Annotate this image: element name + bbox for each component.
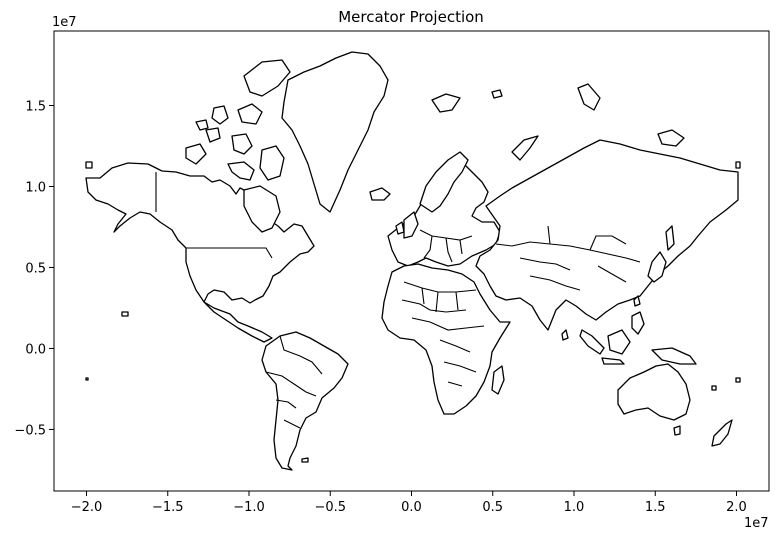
new-guinea — [651, 347, 697, 365]
british-isles — [403, 211, 419, 239]
arctic-island-4 — [205, 127, 221, 143]
arctic-island-9 — [259, 145, 285, 181]
borneo — [607, 329, 631, 355]
philippines — [631, 311, 645, 335]
tasmania — [673, 425, 681, 436]
java — [601, 357, 625, 365]
x-tick-label: 0.0 — [401, 500, 422, 515]
novaya-zemlya — [511, 135, 539, 161]
pacific-island-2 — [711, 385, 717, 391]
us-canada-border — [155, 172, 273, 259]
y-tick-label: 1.0 — [25, 180, 46, 195]
chart-title: Mercator Projection — [338, 8, 484, 26]
south-america-borders — [265, 335, 323, 429]
sakhalin — [665, 225, 675, 251]
x-tick-label: 0.5 — [482, 500, 503, 515]
falkland-islands — [301, 457, 309, 463]
chukotka-east — [85, 161, 93, 169]
iceland — [369, 187, 391, 201]
chukotka-west — [735, 161, 741, 169]
scandinavia — [419, 151, 469, 213]
arctic-island-5 — [237, 103, 263, 125]
south-america — [261, 331, 349, 471]
asia — [475, 139, 739, 331]
africa-borders — [401, 281, 485, 387]
y-tick-label: 1.5 — [25, 100, 46, 115]
pacific-island-3 — [85, 377, 89, 381]
x-tick-label: −2.0 — [71, 500, 103, 515]
ireland — [395, 221, 405, 235]
x-tick-label: −1.0 — [233, 500, 265, 515]
sri-lanka — [561, 329, 569, 341]
x-tick-label: −1.5 — [152, 500, 184, 515]
y-axis: −0.5 0.0 0.5 1.0 1.5 — [14, 100, 54, 438]
y-tick-label: 0.0 — [25, 342, 46, 357]
y-tick-label: 0.5 — [25, 261, 46, 276]
y-tick-label: −0.5 — [14, 423, 46, 438]
x-tick-label: 1.5 — [645, 500, 666, 515]
greenland — [281, 51, 389, 213]
japan — [647, 251, 667, 283]
new-zealand — [711, 419, 733, 447]
arctic-island-1 — [227, 161, 255, 181]
sumatra — [579, 329, 605, 355]
pacific-island-1 — [735, 377, 741, 383]
arctic-island-10 — [195, 119, 209, 131]
arctic-island-2 — [243, 185, 281, 233]
franz-josef-land — [491, 89, 503, 99]
asia-borders — [495, 225, 641, 291]
arctic-island-3 — [185, 143, 207, 165]
x-tick-label: 2.0 — [726, 500, 747, 515]
x-offset-label: 1e7 — [744, 516, 769, 531]
severnaya-zemlya — [577, 83, 601, 111]
arctic-island-6 — [243, 59, 291, 97]
madagascar — [491, 365, 505, 395]
hawaii — [121, 311, 129, 317]
australia — [617, 363, 691, 421]
arctic-island-7 — [211, 105, 229, 125]
new-siberian-islands — [657, 129, 685, 147]
europe-borders — [419, 229, 473, 263]
north-america-landmass — [85, 162, 315, 343]
africa — [381, 263, 511, 415]
world-map — [85, 51, 741, 471]
taiwan — [633, 295, 641, 307]
arctic-island-8 — [231, 133, 253, 155]
x-tick-label: 1.0 — [564, 500, 585, 515]
x-axis: −2.0 −1.5 −1.0 −0.5 0.0 0.5 1.0 1.5 2.0 — [71, 491, 747, 515]
svalbard — [431, 93, 461, 113]
x-tick-label: −0.5 — [314, 500, 346, 515]
y-offset-label: 1e7 — [52, 15, 77, 30]
